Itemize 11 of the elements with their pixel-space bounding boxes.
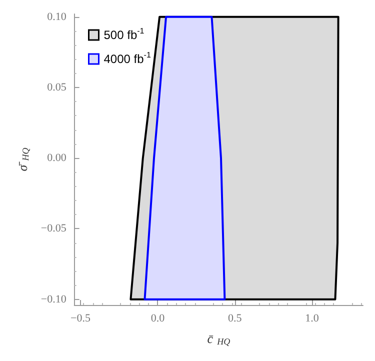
y-tick-label: 0.05 [47,81,67,94]
y-tick-label: 0.00 [47,152,67,164]
x-tick-label: −0.5 [70,312,91,324]
x-tick-label: 0.5 [228,312,242,324]
y-tick-label: 0.10 [47,10,67,23]
x-tick-label: 0.0 [150,312,166,324]
y-tick-label: −0.10 [40,293,67,306]
x-axis-title: c̄HQ [207,331,231,346]
y-axis-title: σ̄HQ [15,147,30,172]
x-tick-label: 1.0 [305,312,320,324]
y-tick-label: −0.05 [40,222,67,235]
